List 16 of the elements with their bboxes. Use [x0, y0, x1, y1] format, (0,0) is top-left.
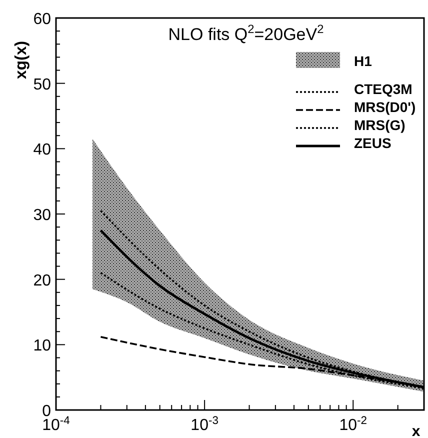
- legend-label: MRS(D0'): [354, 99, 416, 115]
- y-tick-label: 20: [33, 272, 52, 290]
- y-axis-title: xg(x): [13, 40, 30, 80]
- x-tick-label: 10$^{-3}$: [190, 415, 218, 434]
- y-tick-label: 50: [33, 76, 52, 94]
- y-tick-label: 10: [33, 338, 52, 355]
- legend-label: H1: [354, 53, 372, 69]
- legend-label: ZEUS: [354, 135, 392, 151]
- y-tick-label: 30: [33, 207, 52, 224]
- x-axis-title: x: [412, 423, 421, 438]
- y-tick-label: 60: [33, 11, 52, 28]
- legend-label: MRS(G): [354, 117, 406, 133]
- y-tick-label: 40: [33, 142, 52, 159]
- x-tick-label: 10$^{-2}$: [339, 415, 367, 434]
- chart-title: NLO fits Q$^{2}$=20GeV$^{2}$: [168, 22, 324, 44]
- legend-label: CTEQ3M: [354, 81, 412, 97]
